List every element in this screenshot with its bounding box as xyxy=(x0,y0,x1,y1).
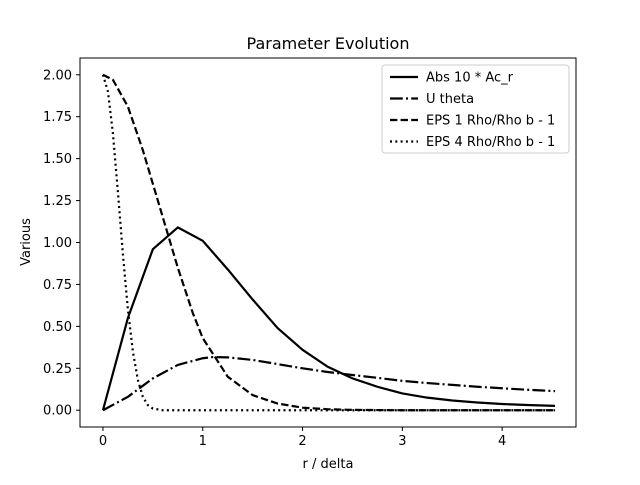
x-tick-label: 3 xyxy=(398,434,406,449)
series-line-4 xyxy=(101,74,556,412)
x-tick-label: 2 xyxy=(298,434,306,449)
y-tick-label: 0.75 xyxy=(43,278,72,293)
y-tick-label: 1.75 xyxy=(43,110,72,125)
x-axis: 0 1 2 3 4 xyxy=(99,427,506,449)
legend-box xyxy=(381,64,570,154)
legend-label-4: EPS 4 Rho/Rho b - 1 xyxy=(426,135,555,150)
x-tick-label: 0 xyxy=(99,434,107,449)
y-axis: 0.00 0.25 0.50 0.75 1.00 1.25 1.50 1.75 2.00 xyxy=(43,68,80,419)
series-layer xyxy=(101,73,556,412)
legend-label-3: EPS 1 Rho/Rho b - 1 xyxy=(426,114,555,129)
x-tick-label: 4 xyxy=(498,434,506,449)
legend: Abs 10 * Ac_r U theta EPS 1 Rho/Rho b - 1 E… xyxy=(381,64,570,154)
legend-label-1: Abs 10 * Ac_r xyxy=(426,71,514,86)
y-tick-label: 2.00 xyxy=(43,68,72,83)
y-tick-label: 0.00 xyxy=(43,404,72,419)
x-axis-label: r / delta xyxy=(303,457,354,472)
series-line-2 xyxy=(102,355,556,412)
series-line-1 xyxy=(101,226,556,411)
chart-title: Parameter Evolution xyxy=(247,34,410,53)
y-tick-label: 0.25 xyxy=(43,362,72,377)
y-tick-label: 1.00 xyxy=(43,236,72,251)
y-tick-label: 0.50 xyxy=(43,320,72,335)
series-line-3 xyxy=(102,73,556,412)
y-tick-label: 1.25 xyxy=(43,194,72,209)
y-tick-label: 1.50 xyxy=(43,152,72,167)
y-axis-label: Various xyxy=(19,218,34,266)
legend-label-2: U theta xyxy=(426,92,474,107)
x-tick-label: 1 xyxy=(199,434,207,449)
